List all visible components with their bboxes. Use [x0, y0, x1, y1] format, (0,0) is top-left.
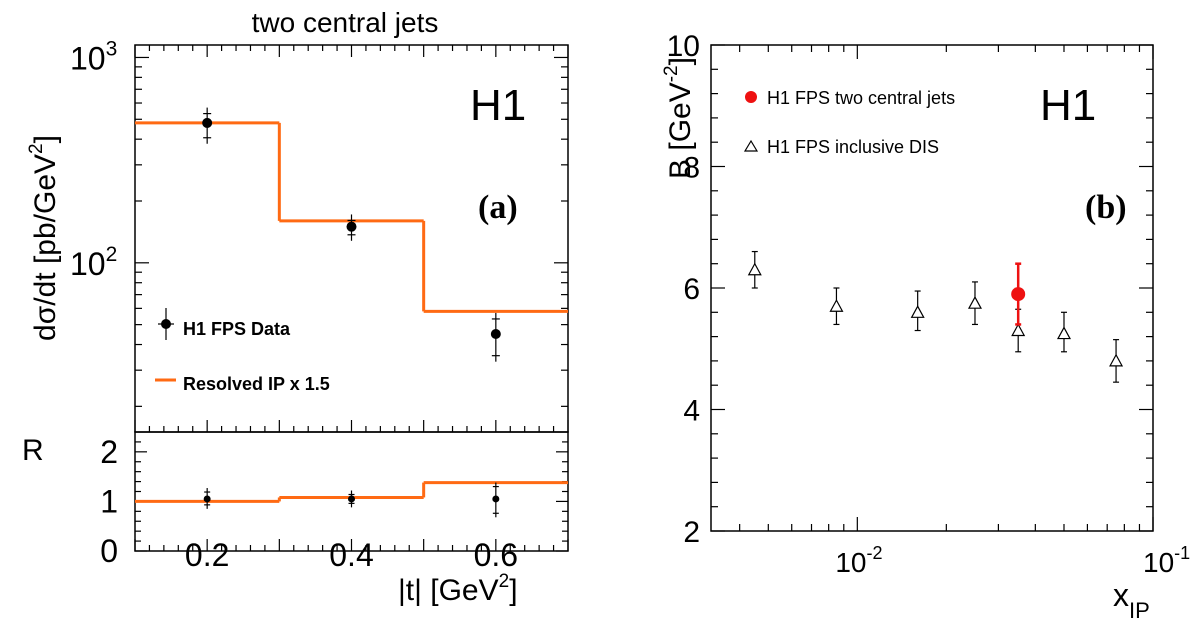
panel-a-label: (a) — [478, 189, 518, 226]
panel-b-x-tick-label-1e-2-base: 10 — [835, 547, 866, 578]
inclusive-dis-point-2 — [910, 305, 925, 318]
inclusive-dis-point-0 — [747, 262, 762, 276]
panel-a-x-axis-label: |t| [GeV2] — [398, 571, 518, 607]
legend-inclusive-dis-marker — [743, 139, 759, 152]
svg-text:B [GeV-2]: B [GeV-2] — [661, 57, 697, 179]
panel-b-x-axis-label: xIP — [1113, 577, 1150, 623]
data-point-a-1 — [346, 221, 357, 232]
panel-b-x-tick-label-1e-2-exp: -2 — [866, 543, 882, 563]
central-jets-point-0 — [1011, 287, 1026, 302]
panel-a-xlabel-text: |t| [GeV — [398, 574, 499, 607]
panel-a-ylabel-close: ] — [29, 135, 62, 143]
panel-b-plot — [747, 250, 1124, 383]
panel-b-x-tick-label-1e-1: 10-1 — [1143, 543, 1190, 578]
panel-b-y-tick-label-8: 8 — [683, 152, 700, 185]
legend-item-model: Resolved IP x 1.5 — [155, 374, 330, 394]
panel-b-ylabel-sup: -2 — [661, 65, 682, 82]
panel-b-xlabel-text: x — [1113, 577, 1129, 613]
panel-b-y-axis-label: B [GeV-2] — [661, 57, 697, 179]
inclusive-dis-point-4 — [1011, 323, 1026, 337]
panel-a-x-tick-label-0.6: 0.6 — [474, 537, 518, 573]
panel-b-y-tick-label-2: 2 — [683, 516, 700, 549]
panel-b-experiment-label: H1 — [1040, 81, 1096, 130]
ratio-ticks: 0 1 2 0.2 0.4 0.6 — [100, 434, 569, 573]
ratio-point-0 — [203, 495, 211, 503]
legend-item-central-jets: H1 FPS two central jets — [745, 88, 955, 108]
inclusive-dis-point-1 — [829, 298, 844, 312]
panel-a-experiment-label: H1 — [470, 81, 526, 130]
panel-b-x-tick-label-1e-2: 10-2 — [835, 543, 882, 578]
legend-item-data: H1 FPS Data — [158, 308, 291, 340]
data-point-a-2 — [490, 329, 501, 340]
panel-a-y-tick-label-1e3-exp: 3 — [106, 37, 118, 60]
panel-b-ylabel-close: ] — [664, 57, 697, 65]
panel-b-x-tick-label-1e-1-exp: -1 — [1174, 543, 1190, 563]
legend-model-label: Resolved IP x 1.5 — [183, 374, 330, 394]
panel-a-ylabel-sup: 2 — [26, 143, 47, 154]
legend-data-label: H1 FPS Data — [183, 319, 291, 339]
panel-a-title: two central jets — [252, 7, 439, 38]
panel-b-y-tick-label-6: 6 — [683, 273, 700, 306]
ratio-point-1 — [348, 495, 355, 503]
panel-a-y-tick-label-1e2-base: 10 — [70, 246, 106, 282]
panel-a-ylabel-text: dσ/dt [pb/GeV — [29, 154, 62, 341]
panel-b-y-tick-label-10: 10 — [667, 30, 700, 63]
legend-item-inclusive-dis: H1 FPS inclusive DIS — [743, 137, 939, 157]
panel-a-y-tick-label-1e2: 102 — [70, 243, 117, 282]
panel-a-y-axis-label: dσ/dt [pb/GeV2] — [26, 135, 62, 341]
legend-data-marker — [161, 319, 171, 329]
panel-a-x-tick-label-0.2: 0.2 — [185, 537, 229, 573]
panel-b-x-tick-label-1e-1-base: 10 — [1143, 547, 1174, 578]
ratio-y-tick-label-1: 1 — [100, 483, 118, 519]
panel-a-x-tick-label-0.4: 0.4 — [329, 537, 373, 573]
panel-b-ylabel-text: B [GeV — [664, 82, 697, 179]
legend-central-jets-marker — [745, 91, 757, 103]
svg-text:xIP: xIP — [1113, 577, 1150, 623]
panel-a-plot — [135, 107, 568, 362]
svg-text:|t| [GeV2]: |t| [GeV2] — [398, 571, 518, 607]
data-point-a-0 — [202, 117, 213, 128]
legend-central-jets-label: H1 FPS two central jets — [767, 88, 955, 108]
panel-a-y-tick-label-1e3: 103 — [70, 37, 117, 76]
ratio-y-tick-label-2: 2 — [100, 434, 118, 470]
panel-a-xlabel-close: ] — [509, 574, 517, 607]
inclusive-dis-point-3 — [967, 295, 982, 309]
panel-a-xlabel-sup: 2 — [499, 571, 510, 592]
inclusive-dis-point-6 — [1109, 353, 1124, 367]
svg-text:dσ/dt [pb/GeV2]: dσ/dt [pb/GeV2] — [26, 135, 62, 341]
panel-a-y-tick-label-1e2-exp: 2 — [106, 243, 118, 266]
panel-b-label: (b) — [1085, 189, 1127, 226]
panel-b-legend: H1 FPS two central jets H1 FPS inclusive… — [743, 88, 955, 157]
panel-b: H1 (b) B [GeV-2] xIP H1 FPS two central … — [661, 30, 1190, 623]
panel-a: two central jets H1 (a) dσ/dt [pb/GeV2] … — [26, 7, 569, 433]
ratio-point-2 — [492, 495, 500, 503]
ratio-y-tick-label-0: 0 — [100, 533, 118, 569]
panel-a-legend: H1 FPS Data Resolved IP x 1.5 — [155, 308, 330, 394]
legend-inclusive-dis-label: H1 FPS inclusive DIS — [767, 137, 939, 157]
panel-b-y-tick-label-4: 4 — [683, 395, 700, 428]
panel-b-xlabel-sub: IP — [1129, 598, 1150, 623]
inclusive-dis-point-5 — [1056, 326, 1072, 340]
ratio-ylabel: R — [22, 434, 44, 467]
panel-a-y-tick-label-1e3-base: 10 — [70, 40, 106, 76]
ratio-plot — [135, 481, 568, 518]
